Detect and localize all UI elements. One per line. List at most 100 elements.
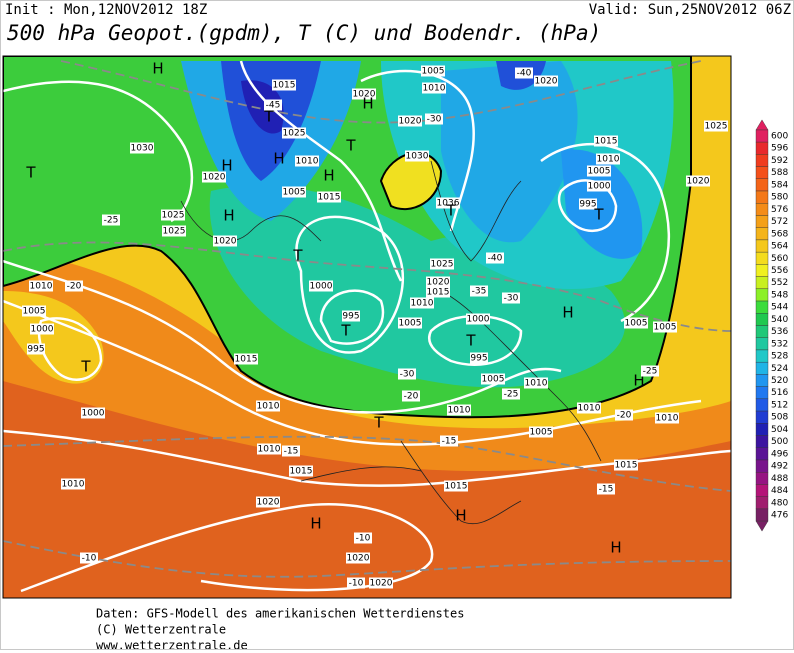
contour-label: 1015: [290, 467, 313, 477]
pressure-center: T: [345, 137, 356, 155]
contour-label: 1010: [597, 155, 620, 165]
colorbar-arrow: [755, 520, 769, 532]
pressure-center: T: [80, 358, 91, 376]
label-bg: [342, 310, 360, 322]
pressure-center: H: [310, 515, 321, 533]
colorbar-box: [755, 410, 769, 424]
label-bg: [502, 388, 520, 400]
contour-label: 1010: [258, 445, 281, 455]
label-bg: [81, 407, 105, 419]
contour-label: -25: [504, 390, 519, 400]
contour-label: 1000: [310, 282, 333, 292]
pressure-center: H: [562, 304, 573, 322]
label-bg: [524, 377, 548, 389]
colorbar-box: [755, 313, 769, 326]
contour-label: 1030: [406, 152, 429, 162]
colorbar-box: [755, 203, 769, 216]
contour-label: 1005: [625, 319, 648, 329]
label-bg: [264, 99, 282, 111]
footer-line: Daten: GFS-Modell des amerikanischen Wet…: [96, 607, 464, 621]
contour-label: 1020: [347, 554, 370, 564]
label-bg: [596, 153, 620, 165]
label-bg: [615, 409, 633, 421]
contour-label: 1005: [283, 188, 306, 198]
label-bg: [430, 258, 454, 270]
label-bg: [289, 465, 313, 477]
colorbar-label: 488: [771, 474, 788, 484]
colorbar-box: [755, 227, 769, 241]
colorbar-label: 564: [771, 242, 788, 252]
pressure-center: T: [263, 108, 274, 126]
field: [561, 149, 643, 259]
label-bg: [295, 155, 319, 167]
label-bg: [202, 171, 226, 183]
contour-label: 995: [579, 200, 596, 210]
contour-label: 1025: [283, 129, 306, 139]
label-bg: [398, 368, 416, 380]
label-bg: [426, 276, 450, 288]
contour-label: 1000: [588, 182, 611, 192]
pressure-center: H: [152, 60, 163, 78]
colorbar-box: [755, 361, 769, 375]
contour-label: 1020: [687, 177, 710, 187]
colorbar-label: 524: [771, 364, 788, 374]
label-bg: [234, 353, 258, 365]
contour-label: -40: [517, 69, 532, 79]
field: [241, 80, 284, 134]
pressure-center: T: [25, 164, 36, 182]
contour-label: -10: [82, 554, 97, 564]
label-bg: [369, 577, 393, 589]
pressure-center: H: [633, 372, 644, 390]
contour-label: 1020: [535, 77, 558, 87]
contour-label: 1025: [163, 227, 186, 237]
label-bg: [80, 552, 98, 564]
label-bg: [130, 142, 154, 154]
label-bg: [653, 321, 677, 333]
label-bg: [213, 235, 237, 247]
contour-label: 1015: [615, 461, 638, 471]
label-bg: [256, 400, 280, 412]
colorbar-box: [755, 349, 769, 363]
colorbar-label: 496: [771, 449, 788, 459]
footer-line: www.wetterzentrale.de: [96, 639, 248, 650]
contour-label: 1015: [595, 137, 618, 147]
field: [441, 61, 578, 243]
label-bg: [655, 412, 679, 424]
label-bg: [352, 88, 376, 100]
contour-label: 1030: [131, 144, 154, 154]
colorbar-label: 576: [771, 205, 788, 215]
valid-time: Valid: Sun,25NOV2012 06Z: [589, 2, 791, 18]
colorbar-label: 560: [771, 254, 788, 264]
contour-label: -20: [617, 411, 632, 421]
colorbar-box: [755, 496, 769, 510]
colorbar-label: 568: [771, 229, 788, 239]
label-bg: [256, 496, 280, 508]
map-area: [3, 56, 731, 598]
contour-label: -25: [643, 367, 658, 377]
colorbar-box: [755, 337, 769, 351]
pressure-center: H: [221, 157, 232, 175]
label-bg: [579, 198, 597, 210]
label-bg: [65, 280, 83, 292]
contour-label: 1015: [235, 355, 258, 365]
label-bg: [29, 280, 53, 292]
contour-label: -25: [104, 216, 119, 226]
contour-label: -10: [356, 534, 371, 544]
contour-label: 1015: [318, 193, 341, 203]
label-bg: [347, 577, 365, 589]
colorbar-box: [755, 251, 769, 265]
pressure-center: H: [362, 95, 373, 113]
contour-label: -15: [284, 447, 299, 457]
colorbar-box: [755, 141, 769, 155]
colorbar-label: 540: [771, 315, 788, 325]
colorbar-box: [755, 386, 769, 400]
map-title: 500 hPa Geopot.(gpdm), T (C) und Bodendr…: [7, 21, 601, 45]
pressure-center: T: [445, 202, 456, 220]
colorbar-box: [755, 423, 769, 436]
label-bg: [704, 120, 728, 132]
label-bg: [624, 317, 648, 329]
contour-label: 1010: [62, 480, 85, 490]
contour-label: 1005: [23, 307, 46, 317]
contour-label: 1005: [399, 319, 422, 329]
